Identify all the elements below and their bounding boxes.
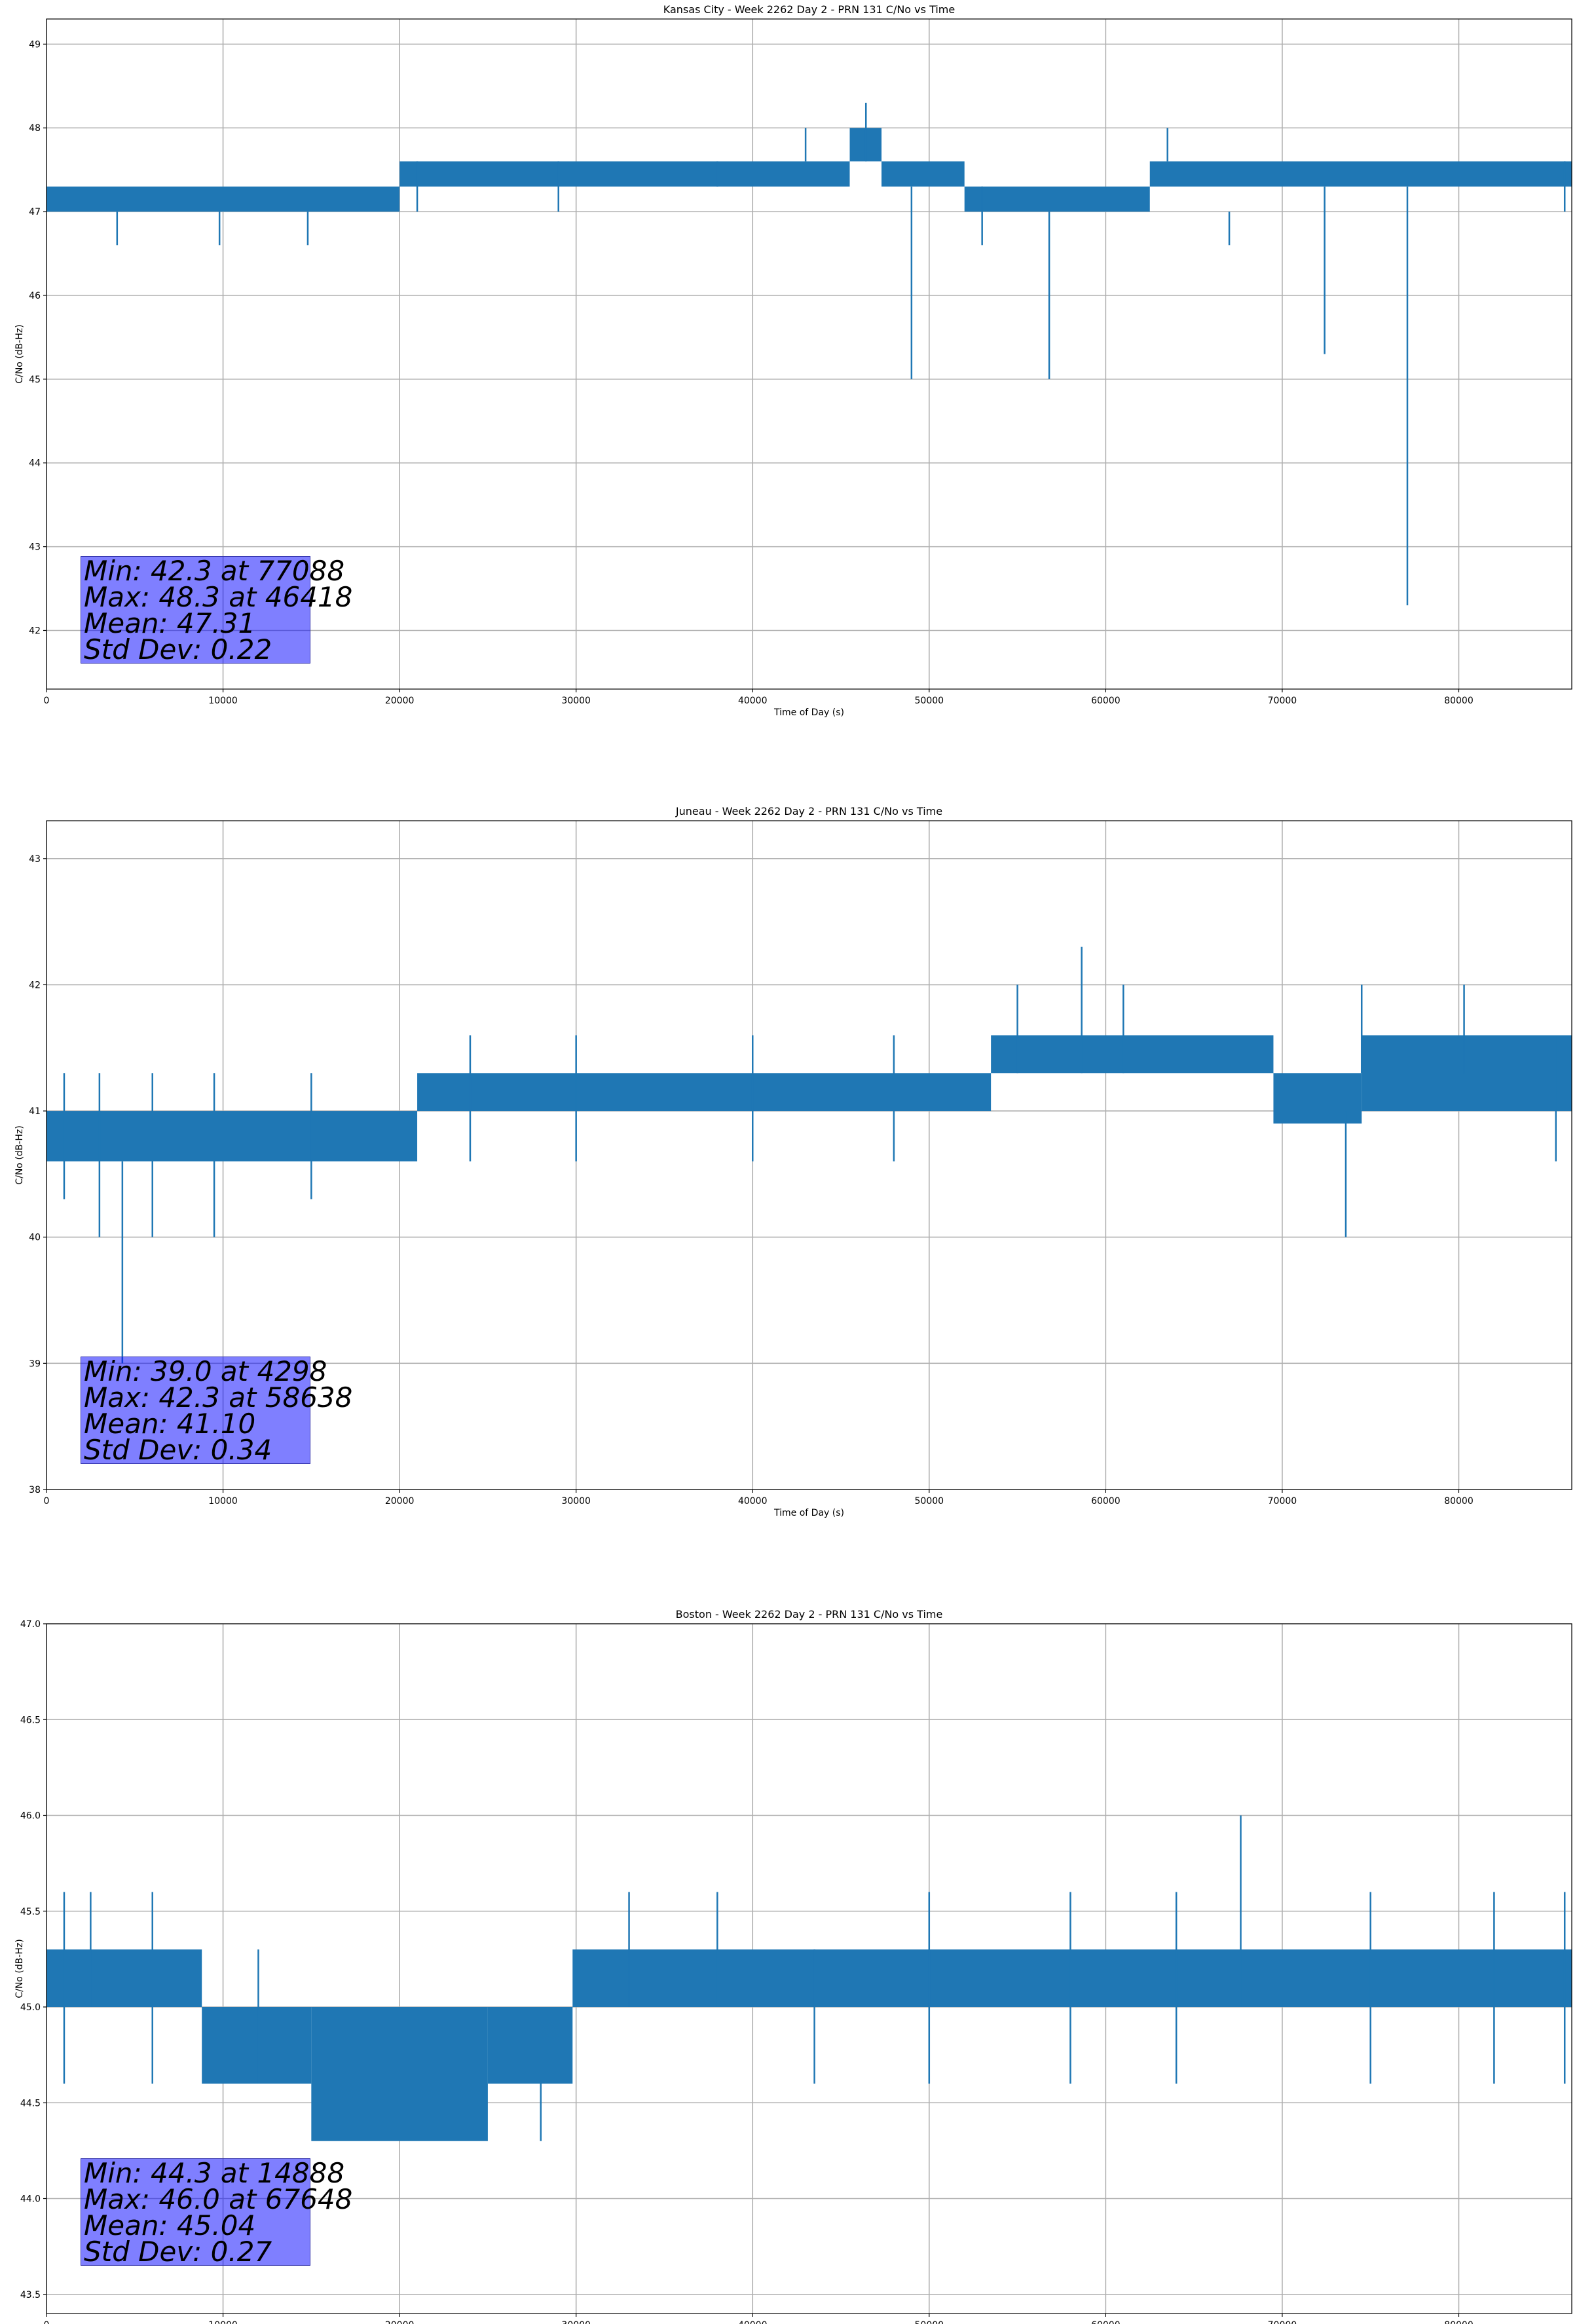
data-band [572, 1949, 1572, 2007]
y-tick-label: 42 [29, 626, 41, 636]
stats-box-boston: Min: 44.3 at 14888 Max: 46.0 at 67648 Me… [81, 2157, 353, 2268]
x-tick-label: 30000 [561, 2320, 591, 2324]
y-tick-label: 47.0 [20, 1619, 41, 1630]
x-tick-label: 50000 [915, 1496, 944, 1507]
x-tick-label: 20000 [385, 2320, 415, 2324]
stat-mean: Mean: 41.10 [84, 1408, 256, 1440]
x-tick-label: 70000 [1268, 2320, 1297, 2324]
y-tick-label: 48 [29, 123, 41, 134]
stat-max: Max: 42.3 at 58638 [84, 1381, 353, 1414]
data-band [399, 161, 850, 187]
stat-min: Min: 44.3 at 14888 [84, 2157, 345, 2189]
chart-panel-kansas-city: 0 10000 20000 30000 40000 50000 60000 70000 8000… [0, 0, 1577, 774]
data-band [1362, 1035, 1572, 1112]
y-tick-label: 46.0 [20, 1811, 41, 1822]
x-tick-label: 20000 [385, 1496, 415, 1507]
y-tick-label: 43 [29, 542, 41, 553]
series-cno [46, 1815, 1572, 2141]
data-band [46, 186, 400, 212]
data-band [881, 161, 965, 187]
stat-min: Min: 42.3 at 77088 [84, 555, 345, 587]
x-tick-label: 30000 [561, 1496, 591, 1507]
stat-std-dev: Std Dev: 0.22 [84, 633, 272, 665]
data-band [46, 1111, 418, 1162]
y-tick-label: 39 [29, 1359, 41, 1369]
y-axis-label: C/No (dB-Hz) [14, 1125, 25, 1184]
x-tick-label: 0 [44, 1496, 50, 1507]
y-tick-label: 49 [29, 39, 41, 50]
plot-frame [46, 18, 1572, 690]
y-tick-label: 44.5 [20, 2098, 41, 2108]
plot-frame [46, 820, 1572, 1490]
x-tick-label: 40000 [738, 2320, 768, 2324]
x-axis-label: Time of Day (s) [773, 1508, 844, 1518]
chart-title: Boston - Week 2262 Day 2 - PRN 131 C/No … [676, 1608, 943, 1621]
data-band [991, 1035, 1274, 1074]
y-tick-label: 45.5 [20, 1907, 41, 1917]
y-tick-label: 47 [29, 207, 41, 217]
x-tick-label: 40000 [738, 1496, 768, 1507]
data-band [311, 2007, 488, 2141]
stat-mean: Mean: 45.04 [84, 2209, 256, 2241]
data-band [487, 2007, 573, 2084]
stat-std-dev: Std Dev: 0.27 [84, 2236, 272, 2268]
stats-box-juneau: Min: 39.0 at 4298 Max: 42.3 at 58638 Mea… [81, 1355, 353, 1466]
stat-max: Max: 48.3 at 46418 [84, 581, 353, 613]
data-band [1149, 161, 1572, 187]
y-tick-label: 41 [29, 1106, 41, 1117]
x-tick-label: 20000 [385, 696, 415, 706]
chart-kansas-city: 0 10000 20000 30000 40000 50000 60000 70000 8000… [14, 3, 1572, 718]
x-tick-label: 10000 [208, 1496, 238, 1507]
x-tick-label: 80000 [1444, 696, 1474, 706]
x-tick-label: 70000 [1268, 1496, 1297, 1507]
x-tick-label: 60000 [1091, 2320, 1121, 2324]
y-tick-label: 46 [29, 291, 41, 301]
chart-title: Juneau - Week 2262 Day 2 - PRN 131 C/No … [675, 805, 942, 817]
stat-max: Max: 46.0 at 67648 [84, 2183, 353, 2215]
plot-frame [46, 1623, 1572, 2314]
x-tick-label: 50000 [915, 2320, 944, 2324]
x-tick-label: 40000 [738, 696, 768, 706]
stat-mean: Mean: 47.31 [84, 607, 256, 639]
data-band [1273, 1073, 1362, 1124]
y-tick-label: 46.5 [20, 1715, 41, 1725]
series-cno [46, 946, 1572, 1364]
x-tick-label: 50000 [915, 696, 944, 706]
chart-panel-juneau: 0 10000 20000 30000 40000 50000 60000 70000 8000… [0, 774, 1577, 1548]
data-band [202, 2007, 312, 2084]
y-tick-label: 38 [29, 1485, 41, 1495]
stats-box-kansas-city: Min: 42.3 at 77088 Max: 48.3 at 46418 Me… [81, 555, 353, 665]
x-tick-label: 70000 [1268, 696, 1297, 706]
x-tick-label: 60000 [1091, 1496, 1121, 1507]
chart-panel-boston: 0 10000 20000 30000 40000 50000 60000 70000 8000… [0, 1548, 1577, 2324]
y-tick-label: 45 [29, 375, 41, 385]
stat-min: Min: 39.0 at 4298 [84, 1355, 327, 1387]
y-tick-label: 43 [29, 854, 41, 865]
x-tick-label: 80000 [1444, 2320, 1474, 2324]
x-tick-label: 0 [44, 696, 50, 706]
y-axis-label: C/No (dB-Hz) [14, 1939, 25, 1998]
x-tick-label: 0 [44, 2320, 50, 2324]
x-tick-label: 80000 [1444, 1496, 1474, 1507]
chart-boston: 0 10000 20000 30000 40000 50000 60000 70000 8000… [14, 1608, 1572, 2324]
x-tick-label: 30000 [561, 696, 591, 706]
y-axis-label: C/No (dB-Hz) [14, 324, 25, 383]
y-tick-label: 42 [29, 980, 41, 990]
y-tick-label: 44.0 [20, 2194, 41, 2205]
stat-std-dev: Std Dev: 0.34 [84, 1434, 272, 1466]
x-axis-label: Time of Day (s) [773, 707, 844, 718]
x-tick-label: 10000 [208, 696, 238, 706]
y-tick-label: 44 [29, 459, 41, 469]
chart-title: Kansas City - Week 2262 Day 2 - PRN 131 … [663, 3, 955, 16]
data-band [46, 1949, 202, 2007]
x-tick-label: 10000 [208, 2320, 238, 2324]
series-cno [46, 102, 1572, 606]
data-band [964, 186, 1150, 212]
y-tick-label: 40 [29, 1233, 41, 1243]
y-tick-label: 45.0 [20, 2002, 41, 2013]
y-tick-label: 43.5 [20, 2290, 41, 2300]
x-tick-label: 60000 [1091, 696, 1121, 706]
data-band [417, 1073, 992, 1112]
